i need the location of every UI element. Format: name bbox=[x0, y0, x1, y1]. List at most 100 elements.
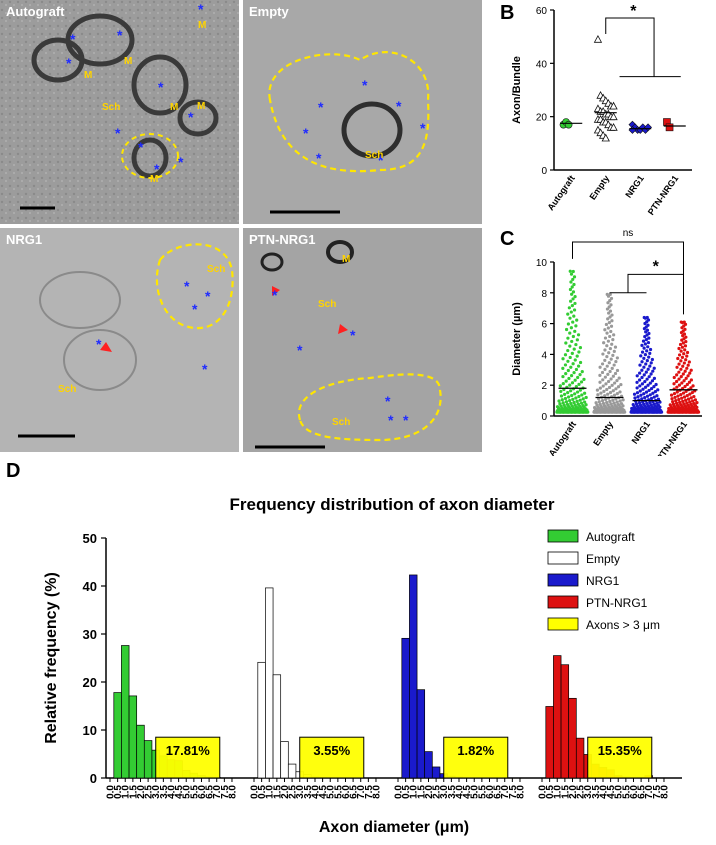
d-bar bbox=[425, 752, 433, 778]
c-point bbox=[573, 295, 576, 298]
c-point bbox=[609, 303, 612, 306]
d-x-tick-label: 8.0 bbox=[515, 785, 526, 799]
c-point bbox=[599, 391, 602, 394]
d-bar bbox=[281, 742, 289, 778]
c-point bbox=[643, 373, 646, 376]
c-point bbox=[645, 391, 648, 394]
c-point bbox=[574, 343, 577, 346]
c-point bbox=[568, 306, 571, 309]
d-bar bbox=[288, 764, 296, 778]
c-point bbox=[680, 350, 683, 353]
c-point bbox=[573, 392, 576, 395]
em-label-nrg1: NRG1 bbox=[6, 232, 42, 247]
d-bar bbox=[114, 693, 122, 778]
c-point bbox=[649, 348, 652, 351]
c-point bbox=[602, 384, 605, 387]
c-point bbox=[572, 270, 575, 273]
c-point bbox=[646, 395, 649, 398]
c-point bbox=[675, 373, 678, 376]
c-point bbox=[683, 395, 686, 398]
c-point bbox=[575, 319, 578, 322]
c-point bbox=[644, 342, 647, 345]
c-point bbox=[618, 376, 621, 379]
c-point bbox=[568, 331, 571, 334]
c-point bbox=[612, 333, 615, 336]
c-point bbox=[574, 379, 577, 382]
c-point bbox=[642, 366, 645, 369]
d-highlight-label: 3.55% bbox=[313, 743, 350, 758]
b-y-tick-label: 40 bbox=[536, 59, 548, 70]
c-point bbox=[561, 375, 564, 378]
b-x-tick-label: PTN-NRG1 bbox=[646, 173, 681, 216]
c-point bbox=[647, 356, 650, 359]
c-point bbox=[576, 400, 579, 403]
c-point bbox=[692, 395, 695, 398]
c-point bbox=[688, 372, 691, 375]
c-point bbox=[573, 302, 576, 305]
c-point bbox=[673, 376, 676, 379]
c-point bbox=[572, 371, 575, 374]
c-point bbox=[678, 401, 681, 404]
d-legend-swatch bbox=[548, 552, 578, 564]
c-point bbox=[569, 300, 572, 303]
d-y-tick-label: 30 bbox=[83, 627, 97, 642]
c-point bbox=[603, 359, 606, 362]
c-point bbox=[561, 367, 564, 370]
c-point bbox=[567, 369, 570, 372]
c-point bbox=[639, 354, 642, 357]
em-label-ptn-nrg1: PTN-NRG1 bbox=[249, 232, 315, 247]
b-y-axis-label: Axon/Bundle bbox=[511, 56, 523, 124]
c-point bbox=[606, 373, 609, 376]
c-point bbox=[633, 393, 636, 396]
c-point bbox=[647, 368, 650, 371]
c-point bbox=[602, 341, 605, 344]
c-point bbox=[579, 346, 582, 349]
c-point bbox=[670, 394, 673, 397]
c-point bbox=[606, 293, 609, 296]
c-point bbox=[568, 317, 571, 320]
c-point bbox=[682, 352, 685, 355]
c-point bbox=[568, 399, 571, 402]
c-point bbox=[564, 372, 567, 375]
c-point bbox=[572, 362, 575, 365]
c-point bbox=[639, 389, 642, 392]
d-bar bbox=[273, 675, 281, 778]
c-point bbox=[570, 273, 573, 276]
c-point bbox=[684, 358, 687, 361]
c-point bbox=[653, 367, 656, 370]
c-point bbox=[653, 377, 656, 380]
c-y-tick-label: 10 bbox=[536, 258, 548, 269]
c-point bbox=[566, 313, 569, 316]
b-y-tick-label: 60 bbox=[536, 6, 548, 17]
c-point bbox=[641, 351, 644, 354]
c-point bbox=[682, 379, 685, 382]
c-point bbox=[644, 386, 647, 389]
c-point bbox=[636, 374, 639, 377]
c-point bbox=[691, 399, 694, 402]
c-point bbox=[681, 356, 684, 359]
d-legend-label: Autograft bbox=[586, 530, 635, 544]
c-point bbox=[684, 344, 687, 347]
c-point bbox=[647, 337, 650, 340]
c-point bbox=[558, 402, 561, 405]
c-point bbox=[601, 352, 604, 355]
c-point bbox=[609, 330, 612, 333]
c-point bbox=[655, 394, 658, 397]
d-bar bbox=[121, 646, 129, 778]
c-point bbox=[677, 347, 680, 350]
c-point bbox=[571, 381, 574, 384]
c-point bbox=[643, 396, 646, 399]
c-point bbox=[691, 384, 694, 387]
d-y-tick-label: 0 bbox=[90, 771, 97, 786]
c-point bbox=[577, 383, 580, 386]
c-point bbox=[669, 403, 672, 406]
d-bar bbox=[546, 706, 554, 778]
c-point bbox=[672, 382, 675, 385]
c-point bbox=[686, 374, 689, 377]
c-point bbox=[684, 340, 687, 343]
c-point bbox=[575, 368, 578, 371]
c-point bbox=[644, 362, 647, 365]
b-point bbox=[565, 121, 572, 128]
c-point bbox=[680, 375, 683, 378]
c-point bbox=[562, 401, 565, 404]
